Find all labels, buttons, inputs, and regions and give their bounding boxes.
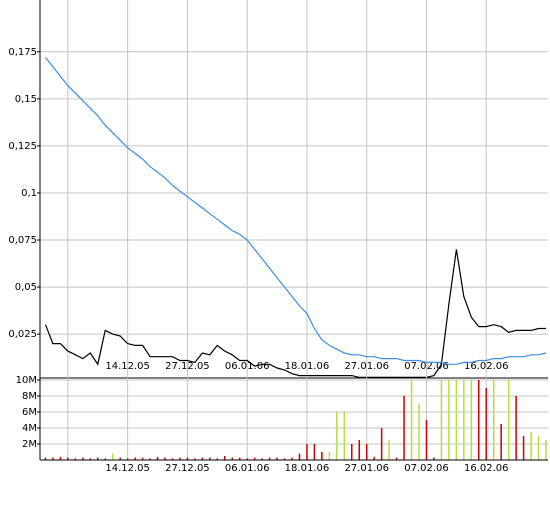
x-tick-label: 27.12.05 — [165, 361, 210, 372]
x-tick-label: 07.02.06 — [404, 361, 449, 372]
x-tick-label: 18.01.06 — [285, 361, 330, 372]
x-tick-label: 18.01.06 — [285, 463, 330, 474]
y-tick-label: 0,05 — [15, 282, 37, 293]
x-tick-label: 16.02.06 — [464, 463, 509, 474]
x-tick-label: 14.12.05 — [105, 361, 150, 372]
y-tick-label: 0,15 — [15, 94, 37, 105]
x-tick-label: 16.02.06 — [464, 361, 509, 372]
y-tick-label: 0,175 — [8, 47, 37, 58]
y-tick-label: 4M — [22, 423, 37, 434]
x-tick-label: 27.01.06 — [344, 361, 389, 372]
x-tick-label: 07.02.06 — [404, 463, 449, 474]
x-tick-label: 27.12.05 — [165, 463, 210, 474]
x-tick-label: 27.01.06 — [344, 463, 389, 474]
y-tick-label: 10M — [16, 375, 37, 386]
y-tick-label: 0,025 — [8, 329, 37, 340]
y-tick-label: 8M — [22, 391, 37, 402]
y-tick-label: 2M — [22, 439, 37, 450]
y-tick-label: 6M — [22, 407, 37, 418]
x-tick-label: 06.01.06 — [225, 463, 270, 474]
y-tick-label: 0,1 — [21, 188, 37, 199]
x-tick-label: 14.12.05 — [105, 463, 150, 474]
price-line — [44, 249, 546, 378]
y-tick-label: 0,125 — [8, 141, 37, 152]
x-tick-label: 06.01.06 — [225, 361, 270, 372]
price-line — [45, 57, 547, 365]
y-tick-label: 0,075 — [8, 235, 37, 246]
